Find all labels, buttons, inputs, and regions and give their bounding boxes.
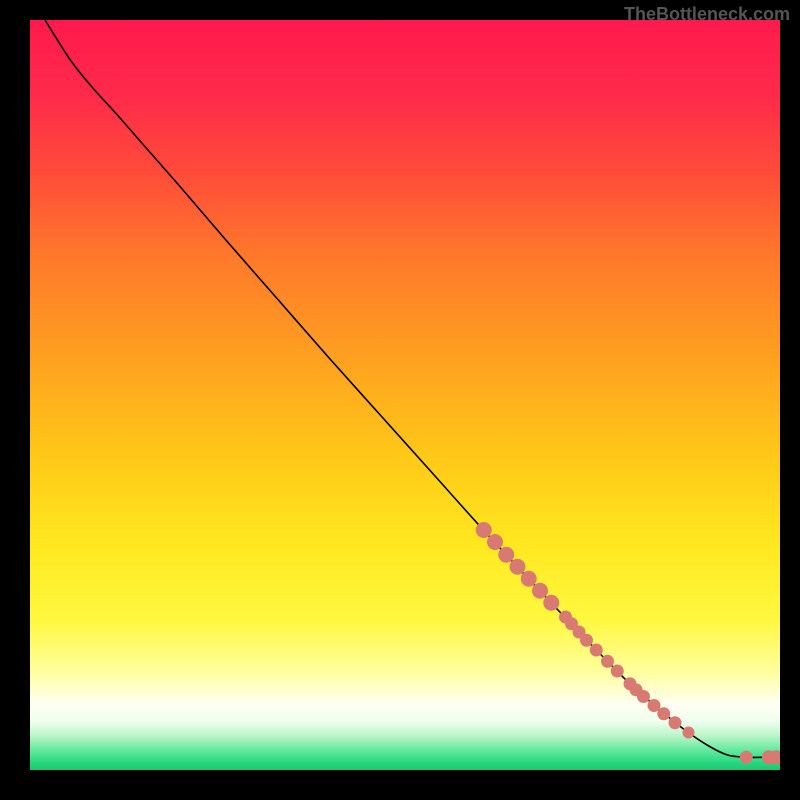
bottleneck-chart: [30, 20, 780, 770]
data-marker: [498, 547, 514, 563]
data-marker: [487, 534, 503, 550]
data-marker: [669, 716, 682, 729]
data-marker: [476, 522, 492, 538]
data-marker: [683, 727, 695, 739]
data-marker: [543, 595, 559, 611]
data-marker: [601, 655, 614, 668]
data-marker: [510, 559, 526, 575]
data-marker: [657, 707, 670, 720]
data-marker: [637, 690, 650, 703]
data-marker: [532, 583, 548, 599]
data-marker: [521, 571, 537, 587]
data-marker: [580, 634, 593, 647]
data-marker: [611, 665, 624, 678]
gradient-background: [30, 20, 780, 770]
data-marker: [740, 751, 753, 764]
data-marker: [590, 644, 603, 657]
watermark-text: TheBottleneck.com: [624, 4, 790, 25]
chart-container: [30, 20, 780, 770]
